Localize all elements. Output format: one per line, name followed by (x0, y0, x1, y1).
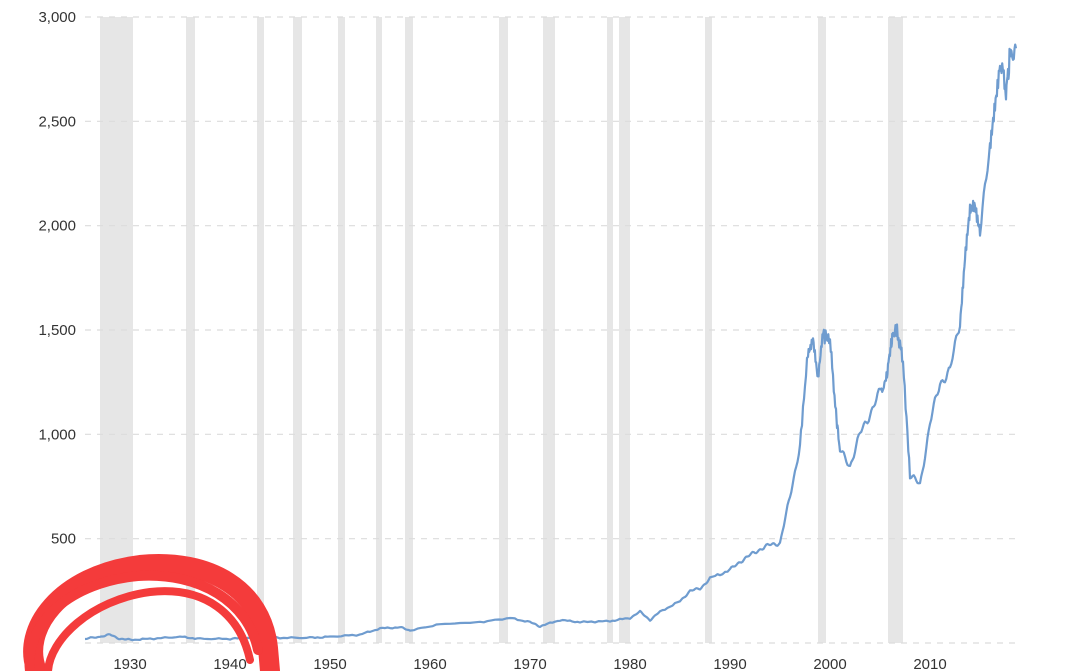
recession-band (499, 17, 508, 643)
series-line (84, 43, 1018, 642)
x-tick-label: 1990 (713, 656, 746, 671)
recession-band (543, 17, 555, 643)
recession-band (607, 17, 613, 643)
x-tick-label: 1960 (413, 656, 446, 671)
x-tick-label: 1950 (313, 656, 346, 671)
recession-band (376, 17, 382, 643)
x-axis-tick-labels: 1930 1940 1950 1960 1970 1980 1990 2000 2010 (113, 656, 946, 671)
x-tick-label: 1970 (513, 656, 546, 671)
recession-band (100, 17, 133, 643)
recession-band (257, 17, 264, 643)
recession-band (619, 17, 630, 643)
annotation-stroke (44, 587, 254, 671)
x-tick-label: 1940 (213, 656, 246, 671)
recession-band (293, 17, 302, 643)
x-tick-label: 2000 (813, 656, 846, 671)
x-tick-label: 1980 (613, 656, 646, 671)
x-tick-label: 1930 (113, 656, 146, 671)
y-tick-label: 2,500 (38, 113, 76, 130)
recession-band (705, 17, 712, 643)
y-tick-label: 500 (51, 531, 76, 548)
x-tick-label: 2010 (913, 656, 946, 671)
annotation-stroke (24, 570, 263, 671)
y-tick-label: 3,000 (38, 9, 76, 26)
y-axis-tick-labels: 3,000 2,500 2,000 1,500 1,000 500 (38, 9, 76, 548)
red-circle-annotation (23, 554, 280, 671)
recession-band (186, 17, 195, 643)
y-tick-label: 1,500 (38, 322, 76, 339)
y-tick-label: 1,000 (38, 426, 76, 443)
y-tick-label: 2,000 (38, 218, 76, 235)
